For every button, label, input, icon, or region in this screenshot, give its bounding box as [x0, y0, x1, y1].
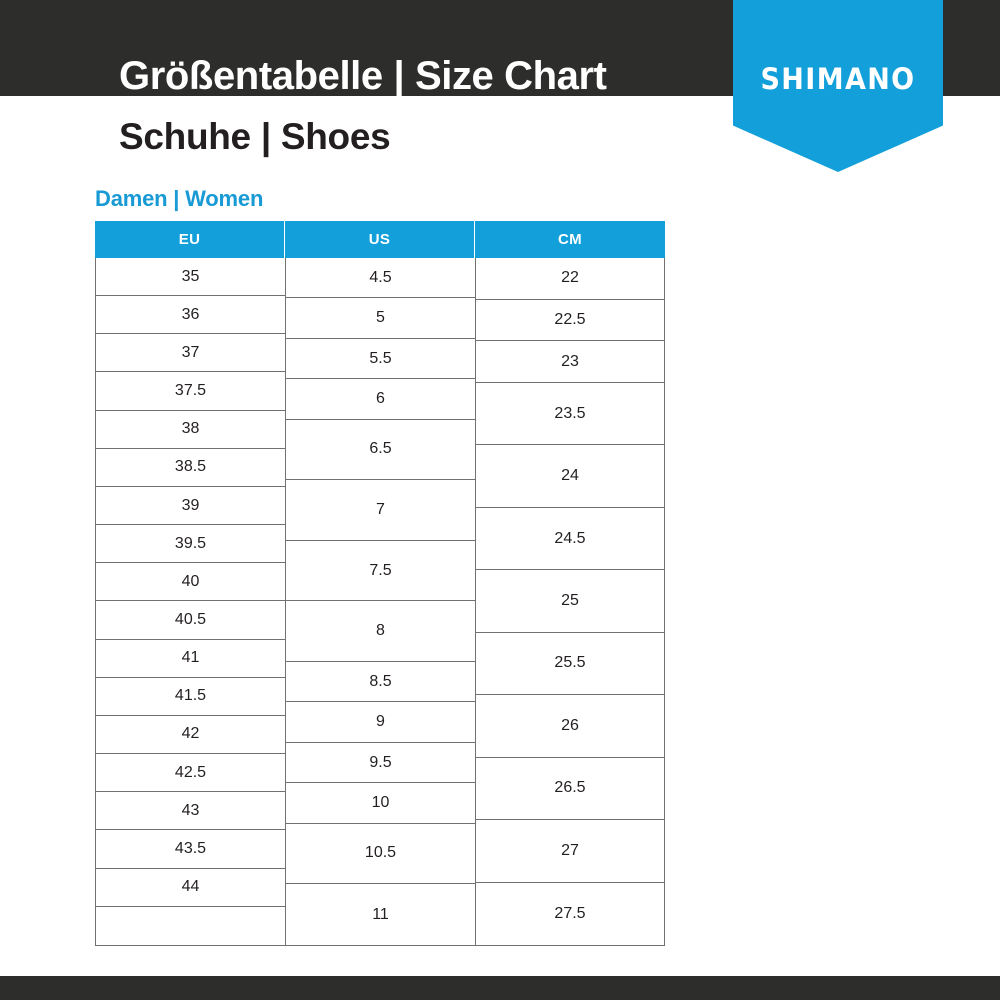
column-body-cm: 22 22.5 23 23.5 24 24.5 25 25.5 26 26.5 27 27.5: [475, 258, 665, 946]
table-cell: [96, 907, 285, 945]
table-cell: 39: [96, 487, 285, 526]
table-cell: 43.5: [96, 830, 285, 869]
table-cell: 5: [286, 298, 475, 339]
table-cell: 37: [96, 334, 285, 373]
table-cell: 27.5: [554, 904, 586, 922]
table-cell: 23.5: [476, 383, 664, 446]
table-cell: 22: [476, 258, 664, 300]
table-cell: 6: [286, 379, 475, 420]
table-cell: 10: [286, 783, 475, 824]
table-cell: 26: [476, 695, 664, 758]
table-cell: 39.5: [96, 525, 285, 564]
column-body-us: 4.5 5 5.5 6 6.5 7 7.5 8 8.5 9 9.5 10 10.5 11: [285, 258, 475, 946]
table-column-cm: CM 22 22.5 23 23.5 24 24.5 25 25.5 26 26.5 27 27.5: [475, 221, 665, 946]
table-cell: 27: [476, 820, 664, 883]
table-cell: 22.5: [476, 300, 664, 342]
table-cell: 41.5: [96, 678, 285, 716]
table-cell: 44: [96, 869, 285, 907]
page-title: Größentabelle | Size Chart: [119, 54, 607, 98]
table-cell: 43: [96, 792, 285, 831]
column-body-eu: 35 36 37 37.5 38 38.5 39 39.5 40 40.5 41 41.5 42 42.5…: [95, 258, 285, 946]
table-cell: 26.5: [476, 758, 664, 821]
table-cell: 36: [96, 296, 285, 335]
table-cell: 38: [96, 411, 285, 449]
column-header-cm: CM: [475, 221, 665, 258]
table-column-us: US 4.5 5 5.5 6 6.5 7 7.5 8 8.5 9 9.5 10 10.5 11: [285, 221, 475, 946]
size-chart-table: EU 35 36 37 37.5 38 38.5 39 39.5 40 40.5 41 41.5 42 42…: [95, 221, 665, 946]
table-cell: 5.5: [286, 339, 475, 380]
table-cell: 7: [286, 480, 475, 541]
section-label-women: Damen | Women: [95, 186, 264, 211]
column-header-us: US: [285, 221, 475, 258]
table-cell: 6.5: [286, 420, 475, 481]
table-cell: 23: [476, 341, 664, 383]
table-cell: 8.5: [286, 662, 475, 703]
table-cell: 38.5: [96, 449, 285, 487]
table-cell: 42: [96, 716, 285, 755]
table-cell: 41: [96, 640, 285, 678]
table-cell: 25: [476, 570, 664, 633]
shimano-logo-banner: SHIMANO: [733, 0, 943, 172]
table-cell: 40.5: [96, 601, 285, 640]
shimano-wordmark: SHIMANO: [760, 62, 916, 96]
table-column-eu: EU 35 36 37 37.5 38 38.5 39 39.5 40 40.5 41 41.5 42 42…: [95, 221, 285, 946]
column-header-eu: EU: [95, 221, 285, 258]
table-cell: 42.5: [96, 754, 285, 793]
table-cell: 8: [286, 601, 475, 663]
table-cell: 11: [372, 905, 389, 923]
table-cell: 10.5: [286, 824, 475, 885]
table-cell: 9: [286, 702, 475, 743]
table-cell: 37.5: [96, 372, 285, 411]
table-cell: 24.5: [476, 508, 664, 571]
footer-dark-band: [0, 976, 1000, 1000]
table-cell: 40: [96, 563, 285, 602]
table-cell: 7.5: [286, 541, 475, 602]
table-cell: 24: [476, 445, 664, 508]
table-cell: 35: [96, 258, 285, 297]
page-subtitle: Schuhe | Shoes: [119, 116, 391, 157]
table-cell: 25.5: [476, 633, 664, 696]
table-cell: 9.5: [286, 743, 475, 784]
table-cell: 4.5: [286, 258, 475, 299]
